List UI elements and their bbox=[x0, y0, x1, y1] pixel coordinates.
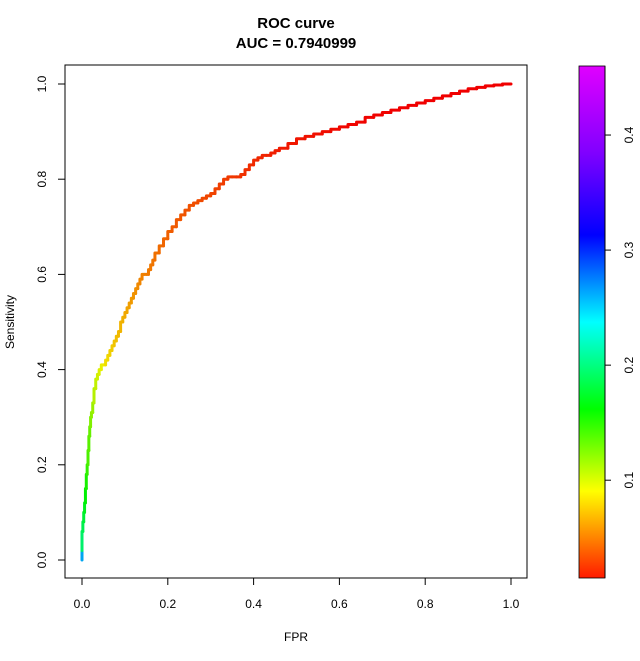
y-tick-label: 0.0 bbox=[35, 551, 49, 568]
roc-segment bbox=[415, 101, 427, 107]
roc-segment bbox=[483, 84, 496, 89]
roc-segment bbox=[337, 125, 350, 131]
x-axis: 0.0 0.2 0.4 0.6 0.8 1.0 bbox=[74, 577, 520, 611]
roc-segment bbox=[423, 99, 436, 105]
roc-segment bbox=[303, 134, 316, 141]
colorbar bbox=[578, 65, 606, 579]
roc-segment bbox=[406, 103, 419, 110]
y-tick-label: 0.2 bbox=[35, 456, 49, 473]
roc-segment bbox=[329, 127, 341, 134]
x-tick-label: 0.6 bbox=[331, 597, 348, 611]
roc-segment bbox=[466, 87, 479, 93]
colorbar-tick-label: 0.4 bbox=[622, 126, 636, 143]
roc-segment bbox=[277, 146, 290, 153]
roc-segment bbox=[320, 130, 333, 136]
roc-segment bbox=[389, 108, 401, 115]
y-tick-label: 1.0 bbox=[35, 75, 49, 92]
roc-segment bbox=[380, 111, 393, 117]
chart-title: ROC curve bbox=[257, 15, 335, 32]
roc-segment bbox=[492, 83, 504, 88]
x-tick-label: 0.8 bbox=[417, 597, 434, 611]
roc-segment bbox=[449, 92, 462, 98]
y-axis-label: Sensitivity bbox=[3, 295, 17, 349]
roc-segment bbox=[87, 434, 92, 453]
roc-segment bbox=[458, 89, 470, 96]
roc-segment bbox=[397, 106, 410, 112]
roc-curve bbox=[80, 82, 513, 562]
roc-segment bbox=[83, 487, 88, 505]
x-tick-label: 1.0 bbox=[503, 597, 520, 611]
roc-segment bbox=[432, 96, 444, 103]
roc-segment bbox=[312, 132, 324, 138]
roc-segment bbox=[84, 472, 89, 491]
roc-segment bbox=[372, 113, 384, 119]
colorbar-tick-label: 0.1 bbox=[622, 472, 636, 489]
roc-segment bbox=[363, 115, 376, 124]
roc-segment bbox=[86, 449, 91, 467]
colorbar-axis: 0.1 0.2 0.3 0.4 bbox=[604, 66, 636, 578]
y-tick-label: 0.4 bbox=[35, 361, 49, 378]
roc-segment bbox=[440, 94, 453, 100]
y-tick-label: 0.6 bbox=[35, 266, 49, 283]
roc-segment bbox=[295, 137, 307, 145]
x-tick-label: 0.0 bbox=[74, 597, 91, 611]
colorbar-tick-label: 0.3 bbox=[622, 241, 636, 258]
chart-subtitle: AUC = 0.7940999 bbox=[236, 35, 357, 52]
roc-segment bbox=[346, 122, 359, 129]
roc-segment bbox=[475, 85, 487, 91]
x-tick-label: 0.2 bbox=[159, 597, 176, 611]
y-tick-label: 0.8 bbox=[35, 171, 49, 188]
roc-segment bbox=[355, 120, 367, 126]
x-tick-label: 0.4 bbox=[245, 597, 262, 611]
x-axis-label: FPR bbox=[284, 630, 308, 644]
colorbar-tick-label: 0.2 bbox=[622, 356, 636, 373]
roc-segment bbox=[500, 82, 513, 87]
roc-segment bbox=[286, 142, 298, 150]
roc-segment bbox=[80, 529, 85, 552]
roc-segment bbox=[92, 387, 98, 405]
y-axis: 0.0 0.2 0.4 0.6 0.8 1.0 bbox=[35, 75, 66, 568]
